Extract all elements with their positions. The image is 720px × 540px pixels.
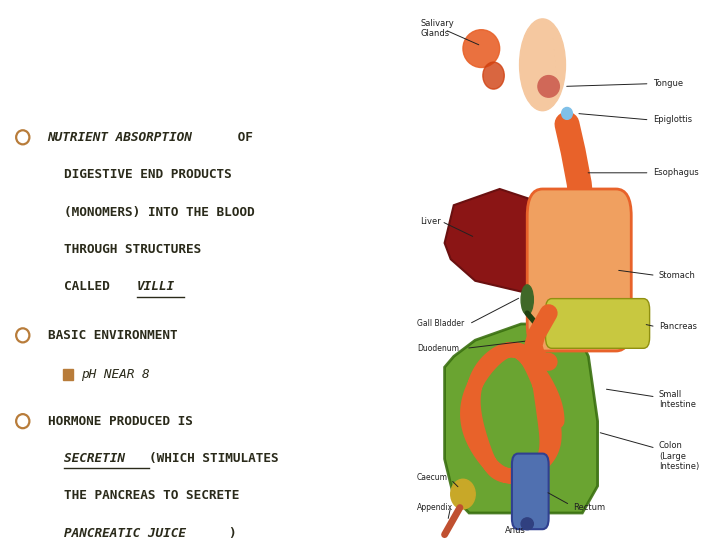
Text: DIGESTIVE END PRODUCTS: DIGESTIVE END PRODUCTS	[64, 168, 232, 181]
Text: PANCREATIC JUICE: PANCREATIC JUICE	[64, 527, 186, 540]
Text: SECRETIN: SECRETIN	[64, 452, 132, 465]
Text: pH NEAR 8: pH NEAR 8	[81, 368, 149, 381]
Text: Salivary
Glands: Salivary Glands	[420, 19, 454, 38]
Ellipse shape	[521, 518, 534, 530]
Text: (MONOMERS) INTO THE BLOOD: (MONOMERS) INTO THE BLOOD	[64, 206, 255, 219]
Ellipse shape	[451, 480, 475, 509]
Text: 8. SMALL INTESTINE: 8. SMALL INTESTINE	[29, 34, 344, 62]
Text: Appendix: Appendix	[417, 503, 453, 512]
Text: Esophagus: Esophagus	[653, 168, 698, 177]
Ellipse shape	[538, 76, 559, 97]
Text: Liver: Liver	[420, 217, 441, 226]
Text: Rectum: Rectum	[573, 503, 606, 512]
Ellipse shape	[521, 285, 534, 314]
Text: NUTRIENT ABSORPTION: NUTRIENT ABSORPTION	[48, 131, 192, 144]
Text: Caecum: Caecum	[417, 474, 448, 482]
FancyBboxPatch shape	[546, 299, 649, 348]
Text: THE PANCREAS TO SECRETE: THE PANCREAS TO SECRETE	[64, 489, 240, 503]
Text: CALLED: CALLED	[64, 280, 117, 293]
Text: VILLI: VILLI	[137, 280, 175, 293]
Text: Pancreas: Pancreas	[659, 322, 697, 331]
Text: Duodenum: Duodenum	[417, 344, 459, 353]
Text: THROUGH STRUCTURES: THROUGH STRUCTURES	[64, 243, 202, 256]
Text: BASIC ENVIRONMENT: BASIC ENVIRONMENT	[48, 329, 177, 342]
Ellipse shape	[463, 30, 500, 68]
Bar	[63, 369, 73, 381]
FancyBboxPatch shape	[512, 454, 549, 529]
Text: Epiglottis: Epiglottis	[653, 116, 692, 124]
Polygon shape	[444, 324, 598, 513]
Ellipse shape	[562, 107, 572, 119]
Text: Tongue: Tongue	[653, 79, 683, 88]
FancyBboxPatch shape	[527, 189, 631, 351]
Text: ): )	[228, 527, 235, 540]
Text: OF: OF	[230, 131, 253, 144]
Text: Gall Bladder: Gall Bladder	[417, 320, 464, 328]
Text: Stomach: Stomach	[659, 271, 696, 280]
Polygon shape	[444, 189, 554, 292]
Ellipse shape	[483, 62, 504, 89]
Text: Anus: Anus	[505, 525, 526, 535]
Ellipse shape	[520, 19, 565, 111]
Text: Small
Intestine: Small Intestine	[659, 390, 696, 409]
Text: HORMONE PRODUCED IS: HORMONE PRODUCED IS	[48, 415, 192, 428]
Text: Colon
(Large
Intestine): Colon (Large Intestine)	[659, 441, 699, 471]
Text: (WHICH STIMULATES: (WHICH STIMULATES	[149, 452, 279, 465]
